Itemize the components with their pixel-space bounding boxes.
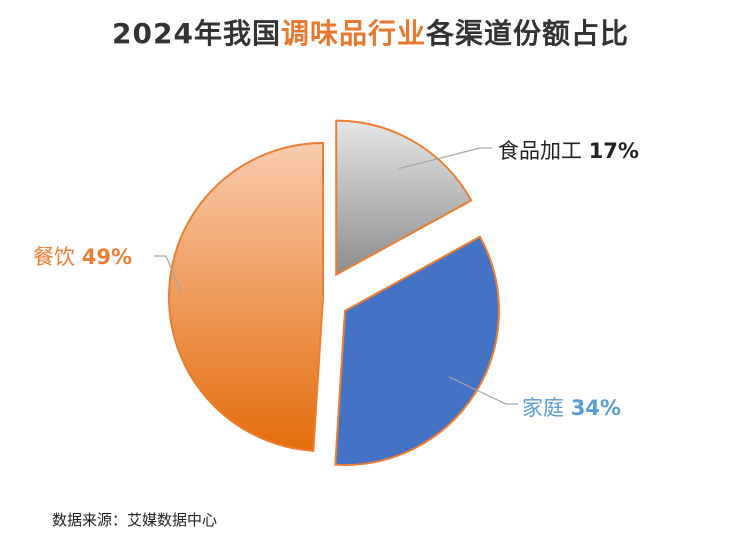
slice-label-1: 食品加工 17% (498, 139, 639, 163)
chart-title: 2024年我国调味品行业各渠道份额占比 (0, 12, 741, 52)
slice-value-2: 34% (571, 396, 621, 420)
slice-label-3: 餐饮 49% (33, 245, 132, 269)
title-highlight: 调味品行业 (280, 17, 426, 50)
pie-slice-3 (168, 141, 324, 452)
slice-value-3: 49% (82, 245, 132, 269)
slice-label-2: 家庭 34% (522, 396, 621, 420)
leader-line-1 (398, 147, 492, 170)
title-part1: 2024年我国 (112, 17, 281, 50)
title-part2: 各渠道份额占比 (425, 17, 629, 50)
pie-slice-1 (335, 119, 473, 277)
slice-category-1: 食品加工 (498, 139, 589, 163)
slice-category-2: 家庭 (522, 396, 571, 420)
leader-line-2 (448, 376, 518, 405)
slice-category-3: 餐饮 (33, 245, 82, 269)
leader-line-3 (154, 255, 182, 293)
data-source: 数据来源：艾媒数据中心 (52, 511, 218, 529)
pie-slice-2 (334, 235, 500, 466)
slice-value-1: 17% (589, 139, 639, 163)
